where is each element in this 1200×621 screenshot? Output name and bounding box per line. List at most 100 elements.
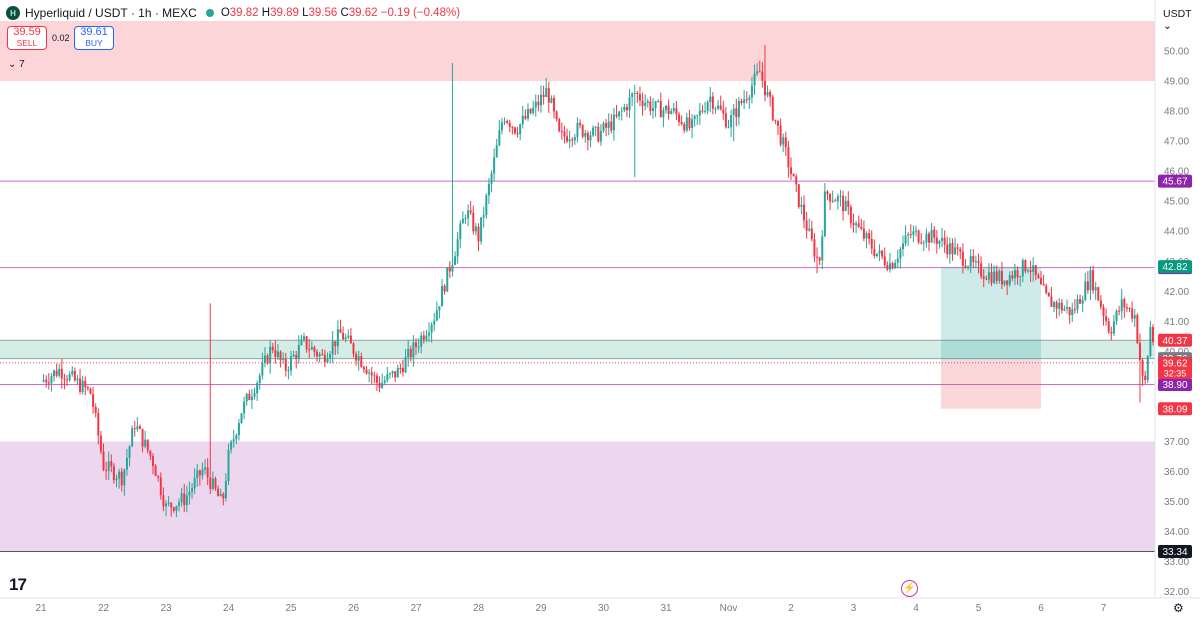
candle-down: [886, 265, 889, 270]
candle-down: [409, 348, 412, 358]
candle-down: [917, 230, 920, 243]
candle-down: [1118, 310, 1121, 312]
candle-up: [894, 262, 897, 269]
candle-up: [584, 132, 587, 137]
candle-down: [172, 507, 175, 511]
candle-up: [631, 93, 634, 98]
candle-up: [485, 195, 488, 216]
chevron-down-icon: ⌄: [1163, 20, 1172, 32]
candle-up: [519, 124, 522, 135]
candle-up: [532, 107, 535, 114]
price-tick-label: 46.00: [1164, 167, 1189, 178]
candle-up: [534, 101, 537, 108]
candle-down: [1128, 307, 1131, 309]
candle-up: [998, 270, 1001, 281]
currency-selector[interactable]: USDT ⌄: [1163, 8, 1200, 32]
candle-up: [1149, 326, 1152, 357]
candle-up: [1112, 321, 1115, 334]
candle-up: [344, 337, 347, 340]
candle-up: [753, 73, 756, 86]
candle-down: [45, 379, 48, 383]
candle-up: [201, 469, 204, 476]
candle-up: [276, 351, 279, 358]
candle-up: [540, 94, 542, 106]
buy-button[interactable]: 39.61 BUY: [74, 26, 114, 50]
indicators-toggle[interactable]: ⌄ 7: [8, 59, 25, 70]
candle-up: [243, 401, 246, 414]
candle-up: [53, 370, 56, 377]
candle-down: [149, 450, 152, 457]
candle-up: [670, 111, 673, 114]
candle-up: [732, 108, 735, 116]
price-tick-label: 36.00: [1164, 467, 1189, 478]
settings-gear-icon[interactable]: ⚙: [1173, 601, 1184, 615]
candle-up: [618, 111, 621, 117]
candle-down: [797, 184, 800, 207]
candle-down: [724, 113, 727, 128]
candle-down: [1000, 270, 1003, 285]
candle-up: [498, 130, 501, 146]
candle-up: [623, 106, 626, 111]
candle-up: [1071, 309, 1074, 316]
candle-up: [240, 413, 243, 424]
candle-down: [1034, 265, 1037, 276]
candle-up: [188, 491, 191, 496]
candle-down: [701, 110, 704, 112]
candle-down: [891, 263, 894, 269]
lightning-icon[interactable]: ⚡: [901, 580, 918, 597]
candle-up: [568, 139, 571, 142]
candle-up: [81, 380, 84, 392]
candle-down: [615, 114, 618, 117]
candle-down: [365, 369, 368, 374]
candle-up: [178, 502, 181, 506]
candle-up: [336, 329, 339, 347]
candle-up: [368, 372, 371, 374]
candle-down: [1092, 270, 1095, 291]
candle-down: [105, 469, 108, 472]
candle-down: [133, 428, 136, 430]
candle-down: [94, 406, 97, 413]
sell-button[interactable]: 39.59 SELL: [7, 26, 47, 50]
candle-up: [191, 488, 194, 492]
candle-down: [810, 228, 813, 240]
level-tag: 38.90: [1162, 380, 1187, 391]
time-tick-label: 3: [851, 603, 857, 614]
long-position-tool: [941, 266, 1041, 409]
candle-up: [196, 470, 199, 478]
candle-up: [602, 123, 605, 131]
candle-up: [282, 358, 285, 361]
candle-down: [360, 356, 363, 368]
candle-up: [865, 233, 868, 239]
candle-up: [438, 306, 441, 311]
candle-up: [245, 393, 248, 402]
candle-up: [235, 435, 238, 440]
candle-down: [110, 461, 113, 467]
candle-down: [1047, 292, 1050, 297]
candle-up: [493, 157, 496, 174]
candle-up: [901, 243, 904, 250]
candle-up: [232, 439, 235, 442]
candle-up: [1133, 314, 1136, 319]
candle-down: [610, 121, 613, 131]
candle-up: [430, 324, 433, 333]
candle-down: [373, 375, 376, 377]
symbol-title[interactable]: Hyperliquid / USDT · 1h · MEXC: [25, 6, 197, 20]
position-tag-bg: [1158, 402, 1192, 416]
candle-up: [388, 373, 391, 375]
candle-up: [1076, 299, 1079, 310]
candle-down: [883, 256, 886, 266]
candle-down: [222, 494, 225, 499]
time-axis: 21 22 23 24 25 26 27 28 29 30 31 Nov 2 3 4 5 6 7: [35, 603, 1106, 614]
candle-up: [1120, 299, 1123, 312]
position-loss-zone: [941, 360, 1041, 409]
candle-down: [362, 367, 365, 370]
candle-down: [506, 121, 509, 123]
candle-down: [97, 412, 100, 436]
time-tick-label: 2: [788, 603, 794, 614]
candle-up: [737, 101, 740, 118]
candle-up: [76, 378, 79, 381]
candle-up: [1053, 302, 1056, 307]
candle-up: [756, 71, 759, 74]
candle-up: [685, 117, 688, 131]
